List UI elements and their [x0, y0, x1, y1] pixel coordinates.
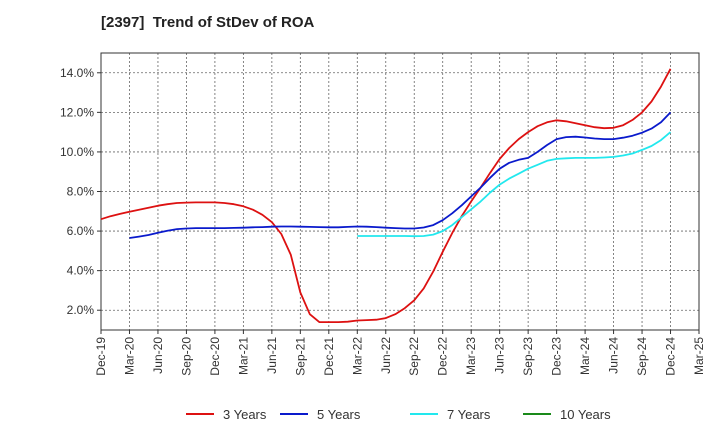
x-tick-label: Mar-25 — [692, 337, 706, 375]
y-tick-label: 12.0% — [60, 105, 94, 119]
x-tick-label: Dec-20 — [208, 337, 222, 376]
grid-lines — [101, 53, 699, 330]
legend-label: 10 Years — [560, 407, 611, 422]
y-tick-label: 6.0% — [67, 224, 95, 238]
x-tick-label: Mar-20 — [122, 337, 136, 375]
x-tick-label: Dec-21 — [322, 337, 336, 376]
x-tick-label: Dec-23 — [550, 337, 564, 376]
legend-label: 7 Years — [447, 407, 491, 422]
x-axis: Dec-19 Mar-20 Jun-20 Sep-20 Dec-20 Mar-21 Jun-… — [94, 330, 706, 376]
y-tick-label: 2.0% — [67, 303, 95, 317]
series-line-7-years — [357, 131, 672, 238]
x-tick-label: Mar-21 — [236, 337, 250, 375]
x-tick-label: Sep-24 — [635, 337, 649, 376]
x-tick-label: Sep-22 — [407, 337, 421, 376]
x-tick-label: Mar-22 — [350, 337, 364, 375]
x-tick-label: Mar-23 — [464, 337, 478, 375]
x-tick-label: Mar-24 — [578, 337, 592, 375]
legend-label: 5 Years — [317, 407, 361, 422]
x-tick-label: Jun-22 — [379, 337, 393, 374]
y-tick-label: 8.0% — [67, 185, 95, 199]
x-tick-label: Jun-20 — [151, 337, 165, 374]
y-tick-label: 10.0% — [60, 145, 94, 159]
x-tick-label: Sep-21 — [293, 337, 307, 376]
legend-label: 3 Years — [223, 407, 267, 422]
x-tick-label: Dec-19 — [94, 337, 108, 376]
x-tick-label: Jun-21 — [265, 337, 279, 374]
legend: 3 Years 5 Years 7 Years 10 Years — [186, 407, 611, 422]
series-line-5-years — [129, 111, 672, 239]
x-tick-label: Jun-23 — [493, 337, 507, 374]
x-tick-label: Sep-23 — [521, 337, 535, 376]
x-tick-label: Dec-22 — [436, 337, 450, 376]
series-lines — [100, 68, 672, 323]
x-tick-label: Sep-20 — [179, 337, 193, 376]
y-axis: 2.0% 4.0% 6.0% 8.0% 10.0% 12.0% 14.0% — [60, 66, 101, 317]
y-tick-label: 4.0% — [67, 264, 95, 278]
chart-title: [2397] Trend of StDev of ROA — [101, 14, 315, 31]
series-line-3-years — [100, 68, 672, 323]
x-tick-label: Dec-24 — [664, 337, 678, 376]
x-tick-label: Jun-24 — [607, 337, 621, 374]
y-tick-label: 14.0% — [60, 66, 94, 80]
